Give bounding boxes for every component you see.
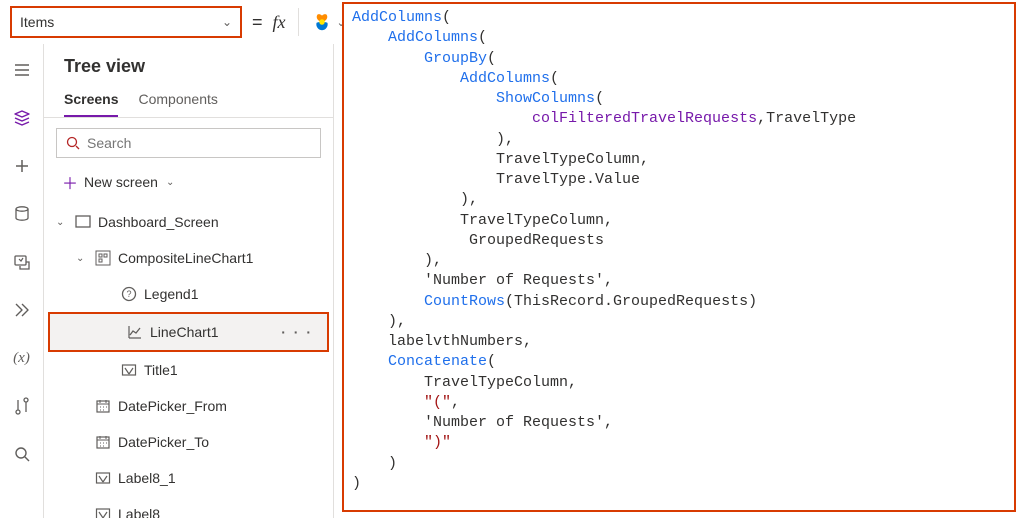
search-icon	[65, 135, 81, 151]
new-screen-button[interactable]: ＋ New screen ⌄	[44, 164, 333, 200]
tree-label: CompositeLineChart1	[118, 250, 253, 266]
tree-label: Dashboard_Screen	[98, 214, 219, 230]
chevron-down-icon: ⌄	[222, 15, 232, 29]
rail-treeview[interactable]	[10, 106, 34, 130]
property-label: Items	[20, 14, 54, 30]
tools-icon	[13, 397, 31, 415]
media-icon	[13, 253, 31, 271]
tree-node-title[interactable]: Title1	[44, 352, 333, 388]
chart-group-icon	[94, 249, 112, 267]
treeview-title: Tree view	[44, 52, 333, 85]
equals-label: =	[252, 12, 263, 33]
linechart-icon	[126, 323, 144, 341]
tree-label: DatePicker_To	[118, 434, 209, 450]
copilot-button[interactable]: ⌄	[311, 11, 346, 33]
flow-icon	[13, 301, 31, 319]
calendar-icon	[94, 397, 112, 415]
chevron-down-icon: ⌄	[56, 217, 68, 228]
variable-icon: (x)	[13, 350, 30, 367]
tree-search[interactable]	[56, 128, 321, 158]
tree-label: Legend1	[144, 286, 199, 302]
rail-hamburger[interactable]	[10, 58, 34, 82]
menu-icon	[13, 61, 31, 79]
tree-node-label81[interactable]: Label8_1	[44, 460, 333, 496]
tree-node-composite[interactable]: ⌄ CompositeLineChart1	[44, 240, 333, 276]
database-icon	[13, 205, 31, 223]
tree-label: Title1	[144, 362, 178, 378]
screen-icon	[74, 213, 92, 231]
tree-label: Label8	[118, 506, 160, 518]
tab-components[interactable]: Components	[138, 85, 217, 117]
label-icon	[94, 505, 112, 518]
separator	[298, 8, 299, 36]
treeview-tabs: Screens Components	[44, 85, 333, 118]
formula-area: AddColumns( AddColumns( GroupBy( AddColu…	[334, 44, 1024, 518]
tree-node-datepicker-from[interactable]: DatePicker_From	[44, 388, 333, 424]
left-rail: (x)	[0, 44, 44, 518]
copilot-icon	[311, 11, 333, 33]
tab-screens[interactable]: Screens	[64, 85, 118, 117]
property-dropdown[interactable]: Items ⌄	[10, 6, 242, 38]
chevron-down-icon: ⌄	[166, 177, 174, 188]
rail-power-automate[interactable]	[10, 298, 34, 322]
rail-search[interactable]	[10, 442, 34, 466]
search-input[interactable]	[87, 135, 312, 151]
tree-label: LineChart1	[150, 324, 219, 340]
tree-label: Label8_1	[118, 470, 176, 486]
rail-insert[interactable]	[10, 154, 34, 178]
formula-editor[interactable]: AddColumns( AddColumns( GroupBy( AddColu…	[342, 2, 1016, 512]
calendar-icon	[94, 433, 112, 451]
tree-node-label8[interactable]: Label8	[44, 496, 333, 518]
rail-media[interactable]	[10, 250, 34, 274]
tree-label: DatePicker_From	[118, 398, 227, 414]
tree-node-screen[interactable]: ⌄ Dashboard_Screen	[44, 204, 333, 240]
legend-icon: ?	[120, 285, 138, 303]
tree-node-linechart[interactable]: LineChart1	[50, 314, 327, 350]
treeview-pane: Tree view Screens Components ＋ New scree…	[44, 44, 334, 518]
rail-tools[interactable]	[10, 394, 34, 418]
rail-variables[interactable]: (x)	[10, 346, 34, 370]
svg-text:?: ?	[126, 289, 131, 299]
selected-highlight: LineChart1	[48, 312, 329, 352]
plus-icon: ＋	[62, 170, 78, 194]
new-screen-label: New screen	[84, 174, 158, 190]
chevron-down-icon: ⌄	[76, 253, 88, 264]
label-icon	[94, 469, 112, 487]
layers-icon	[13, 109, 31, 127]
plus-icon	[13, 157, 31, 175]
label-icon	[120, 361, 138, 379]
tree-node-datepicker-to[interactable]: DatePicker_To	[44, 424, 333, 460]
fx-label: fx	[273, 12, 286, 33]
rail-data[interactable]	[10, 202, 34, 226]
tree: ⌄ Dashboard_Screen ⌄ CompositeLineChart1…	[44, 200, 333, 518]
search-icon	[13, 445, 31, 463]
tree-node-legend[interactable]: ? Legend1	[44, 276, 333, 312]
